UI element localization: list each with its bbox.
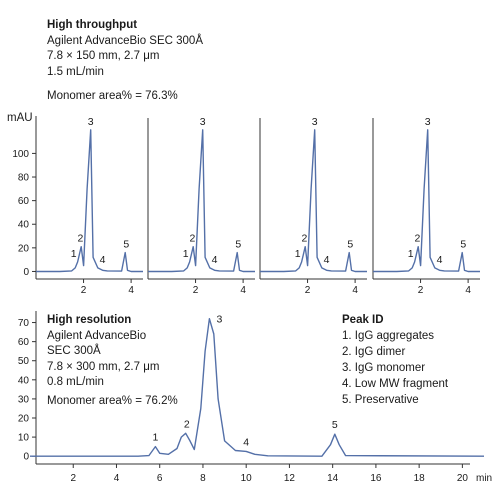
bottom-x-tick-label: 8 (200, 473, 206, 484)
top-peak-label: 2 (301, 233, 307, 245)
top-x-tick-label: 4 (465, 285, 471, 296)
bottom-y-tick-label: 20 (18, 414, 30, 425)
top-peak-label: 3 (88, 116, 94, 128)
bottom-trace (30, 318, 485, 457)
top-trace (260, 129, 367, 273)
bottom-x-tick-label: 14 (327, 473, 339, 484)
top-flow-line: 1.5 mL/min (47, 66, 104, 78)
top-y-tick-label: 0 (23, 267, 29, 278)
top-y-tick-label: 20 (18, 243, 30, 254)
legend-item: 5. Preservative (342, 394, 419, 406)
top-peak-label: 1 (408, 248, 414, 260)
top-y-tick-label: 60 (18, 196, 30, 207)
bottom-dimensions-line: 7.8 × 300 mm, 2.7 μm (47, 361, 159, 373)
bottom-y-tick-label: 10 (18, 433, 30, 444)
top-x-tick-label: 4 (240, 285, 246, 296)
top-peak-label: 4 (100, 254, 106, 266)
top-peak-label: 5 (347, 239, 353, 251)
x-axis-label: min (476, 473, 492, 484)
bottom-y-tick-label: 70 (18, 318, 30, 329)
top-peak-label: 5 (123, 239, 129, 251)
top-x-tick-label: 2 (305, 285, 311, 296)
top-peak-label: 1 (295, 248, 301, 260)
top-x-tick-label: 2 (418, 285, 424, 296)
bottom-peak-label: 2 (184, 418, 190, 430)
bottom-peak-label: 3 (217, 314, 223, 326)
top-peak-label: 5 (460, 239, 466, 251)
bottom-title: High resolution (47, 314, 131, 326)
top-y-tick-label: 100 (12, 149, 29, 160)
bottom-peak-label: 4 (243, 436, 249, 448)
bottom-y-tick-label: 30 (18, 394, 30, 405)
bottom-column-line-1: Agilent AdvanceBio (47, 330, 146, 342)
bottom-flow-line: 0.8 mL/min (47, 376, 104, 388)
top-peak-label: 3 (200, 116, 206, 128)
top-y-tick-label: 80 (18, 173, 30, 184)
bottom-x-tick-label: 20 (457, 473, 469, 484)
top-trace (373, 129, 480, 273)
top-monomer-area: Monomer area% = 76.3% (47, 90, 178, 102)
bottom-y-tick-label: 40 (18, 375, 30, 386)
top-peak-label: 1 (183, 248, 189, 260)
top-title: High throughput (47, 19, 137, 31)
bottom-x-tick-label: 10 (241, 473, 253, 484)
top-trace (36, 129, 143, 273)
bottom-x-tick-label: 18 (414, 473, 426, 484)
bottom-monomer-area: Monomer area% = 76.2% (47, 395, 178, 407)
top-trace (148, 129, 255, 273)
legend-item: 1. IgG aggregates (342, 330, 434, 342)
top-peak-label: 4 (324, 254, 330, 266)
legend-title: Peak ID (342, 314, 384, 326)
legend-item: 4. Low MW fragment (342, 378, 449, 390)
top-peak-label: 2 (77, 233, 83, 245)
top-peak-label: 4 (437, 254, 443, 266)
top-peak-label: 3 (425, 116, 431, 128)
top-peak-label: 2 (189, 233, 195, 245)
top-peak-label: 5 (235, 239, 241, 251)
bottom-peak-label: 1 (152, 432, 158, 444)
bottom-y-tick-label: 0 (23, 452, 29, 463)
top-dimensions-line: 7.8 × 150 mm, 2.7 μm (47, 50, 159, 62)
bottom-x-tick-label: 2 (70, 473, 76, 484)
bottom-x-tick-label: 12 (284, 473, 296, 484)
top-x-tick-label: 2 (81, 285, 87, 296)
bottom-x-tick-label: 4 (114, 473, 120, 484)
top-peak-label: 2 (414, 233, 420, 245)
legend-item: 2. IgG dimer (342, 346, 405, 358)
top-x-tick-label: 2 (193, 285, 199, 296)
top-peak-label: 1 (71, 248, 77, 260)
bottom-column-line-2: SEC 300Å (47, 344, 101, 357)
legend-item: 3. IgG monomer (342, 362, 425, 374)
top-peak-label: 3 (312, 116, 318, 128)
bottom-y-tick-label: 60 (18, 337, 30, 348)
bottom-peak-label: 5 (332, 419, 338, 431)
bottom-x-tick-label: 16 (370, 473, 382, 484)
top-y-axis-label: mAU (7, 112, 33, 124)
bottom-y-tick-label: 50 (18, 356, 30, 367)
top-peak-label: 4 (212, 254, 218, 266)
top-x-tick-label: 4 (352, 285, 358, 296)
bottom-x-tick-label: 6 (157, 473, 163, 484)
top-x-tick-label: 4 (128, 285, 134, 296)
top-column-line: Agilent AdvanceBio SEC 300Å (47, 34, 203, 47)
top-y-tick-label: 40 (18, 220, 30, 231)
